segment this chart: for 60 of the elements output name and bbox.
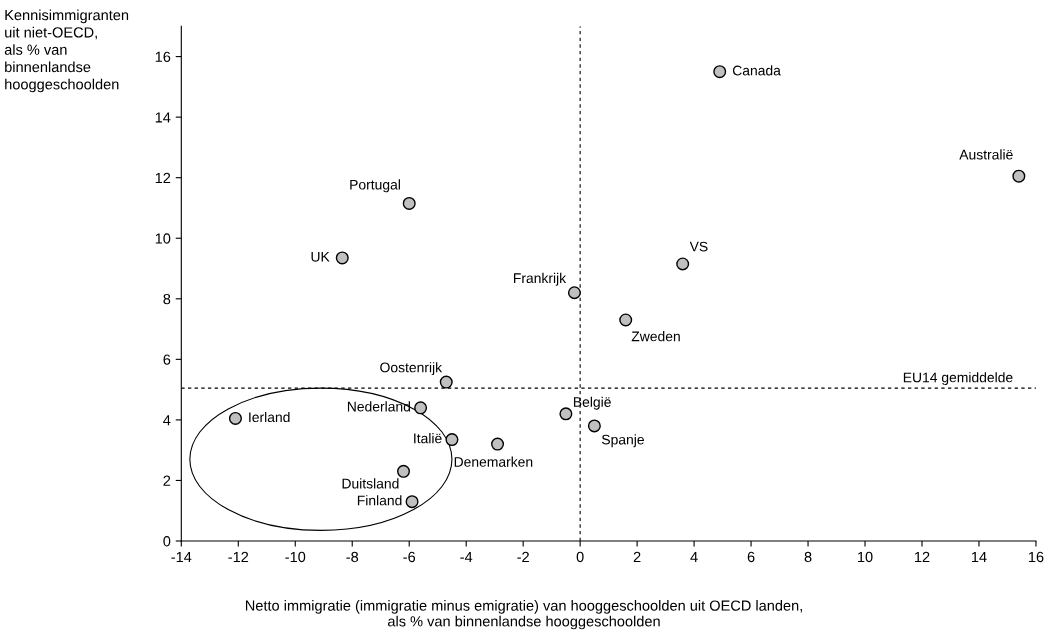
annotation: Oostenrijk: [380, 362, 443, 376]
x-tick-label: 12: [915, 551, 930, 562]
point: [405, 495, 419, 509]
point: [414, 401, 428, 415]
point: [1012, 169, 1026, 183]
x-tick-label: 16: [1028, 551, 1044, 563]
annotation: UK: [311, 251, 330, 262]
point: [439, 375, 453, 389]
point: [491, 437, 505, 451]
annotation: Finland: [357, 495, 402, 506]
annotation: Italië: [414, 433, 442, 444]
y-tick-label: 16: [155, 51, 171, 63]
y-tick-label: 12: [155, 172, 171, 183]
point: [335, 251, 349, 265]
x-tick-label: 10: [858, 551, 873, 563]
point: [559, 407, 573, 421]
annotation: Canada: [732, 65, 781, 76]
point: [397, 464, 411, 478]
x-tick-label: 2: [633, 551, 641, 562]
point: [445, 433, 459, 447]
x-axis-title: Netto immigratie (immigratie minus emigratie) van hooggeschoolden uit OECD landen, als % van binnenlandse hooggeschoolden: [245, 600, 802, 630]
point: [402, 196, 416, 210]
annotation: Spanje: [601, 434, 644, 448]
point: [619, 313, 633, 327]
annotation: Frankrijk: [514, 272, 567, 286]
x-tick-label: -10: [285, 551, 306, 563]
annotation: Zweden: [631, 331, 680, 342]
x-tick-label: -4: [460, 551, 473, 562]
point: [676, 257, 690, 271]
y-tick-label: 8: [163, 293, 171, 305]
y-tick-label: 10: [155, 233, 171, 244]
y-tick-label: 6: [163, 354, 171, 365]
annotation: Ierland: [249, 411, 290, 423]
y-tick-label: 2: [163, 475, 171, 486]
ref-line-label: EU14 gemiddelde: [903, 372, 1013, 386]
x-tick-label: -8: [346, 551, 359, 563]
annotation: België: [573, 396, 611, 410]
x-tick-label: -12: [228, 551, 249, 562]
x-tick-label: 4: [690, 551, 698, 562]
x-tick-label: 8: [804, 551, 812, 563]
x-tick-label: -6: [403, 551, 416, 563]
annotation: Denemarken: [454, 456, 533, 467]
y-axis-title: Kennisimmigranten uit niet-OECD, als % van binnenlandse hooggeschoolden: [4, 9, 129, 93]
y-tick-label: 0: [163, 536, 171, 547]
point: [228, 411, 242, 425]
annotation: VS: [689, 241, 708, 252]
annotation: Australië: [959, 149, 1013, 160]
annotation: Nederland: [347, 401, 410, 412]
annotation: Duitsland: [342, 478, 399, 489]
x-tick-label: 0: [576, 551, 584, 563]
x-tick-label: 14: [971, 551, 987, 562]
point: [587, 419, 601, 433]
x-tick-label: 6: [747, 551, 755, 563]
y-tick-label: 14: [155, 112, 171, 123]
point: [713, 65, 727, 79]
x-tick-label: -2: [517, 551, 529, 562]
y-tick-label: 4: [163, 415, 171, 426]
x-tick-label: -14: [171, 551, 192, 562]
annotation: Portugal: [350, 179, 400, 193]
point: [567, 286, 581, 300]
